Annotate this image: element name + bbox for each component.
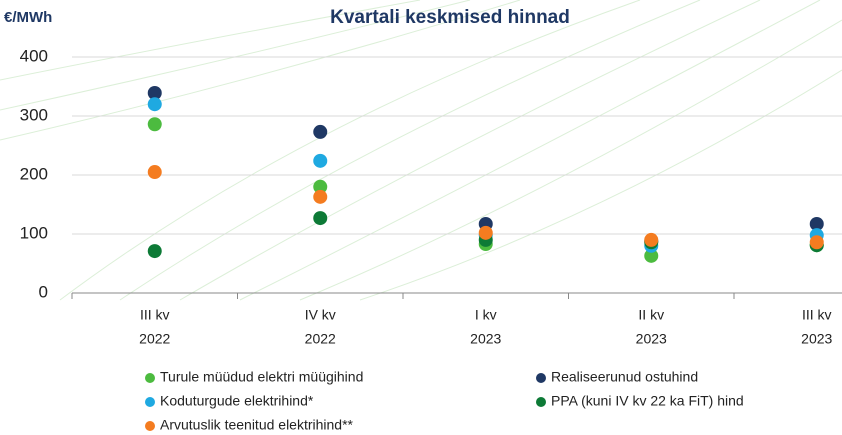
x-tick-label: 2023 (636, 331, 667, 347)
dot (313, 179, 328, 194)
legend-label: Koduturgude elektrihind* (160, 393, 314, 409)
dot (313, 124, 328, 139)
legend-label: PPA (kuni IV kv 22 ka FiT) hind (551, 393, 744, 409)
legend-marker (536, 397, 546, 407)
dot (313, 189, 328, 204)
x-tick-label: IV kv (305, 307, 336, 323)
x-tick-label: I kv (475, 307, 497, 323)
y-tick-label: 200 (20, 164, 48, 183)
x-tick-label: 2023 (470, 331, 501, 347)
y-tick-label: 300 (20, 105, 48, 124)
dot (147, 97, 162, 112)
dot (147, 244, 162, 259)
y-axis-label: €/MWh (4, 9, 52, 26)
dot (644, 248, 659, 263)
x-tick-label: II kv (638, 307, 664, 323)
dot (313, 211, 328, 226)
dot (644, 232, 659, 247)
y-tick-label: 400 (20, 46, 48, 65)
dot (313, 153, 328, 168)
dot (147, 117, 162, 132)
x-tick-label: 2023 (801, 331, 832, 347)
dot (478, 225, 493, 240)
x-tick-label: 2022 (305, 331, 336, 347)
legend-label: Arvutuslik teenitud elektrihind** (160, 417, 354, 433)
legend-marker (145, 373, 155, 383)
legend-label: Turule müüdud elektri müügihind (160, 369, 363, 385)
chart-title: Kvartali keskmised hinnad (330, 7, 570, 28)
dot (147, 165, 162, 180)
legend-marker (145, 421, 155, 431)
y-tick-label: 100 (20, 223, 48, 242)
legend-marker (145, 397, 155, 407)
x-tick-label: 2022 (139, 331, 170, 347)
x-tick-label: III kv (140, 307, 170, 323)
dot (809, 216, 824, 231)
y-tick-label: 0 (39, 282, 48, 301)
legend-marker (536, 373, 546, 383)
dot (147, 85, 162, 100)
background-decoration (0, 0, 842, 301)
dot (809, 235, 824, 250)
legend-label: Realiseerunud ostuhind (551, 369, 698, 385)
x-tick-label: III kv (802, 307, 832, 323)
